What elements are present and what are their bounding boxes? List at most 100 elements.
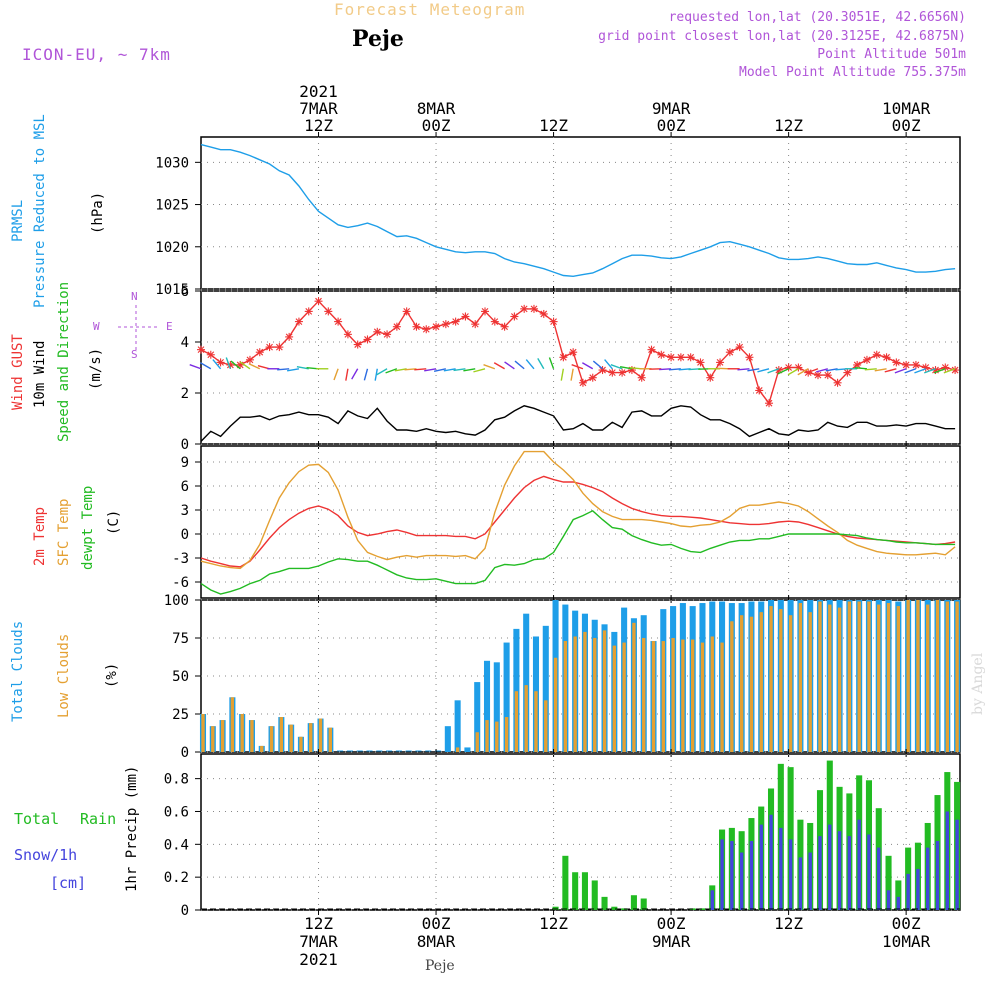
wind-arrow — [453, 368, 466, 372]
ytick-label: 50 — [172, 669, 189, 685]
bar-low-clouds — [877, 604, 881, 752]
gust-point — [657, 350, 666, 359]
bar-low-clouds — [220, 720, 225, 752]
wind-arrow — [463, 368, 476, 372]
ytick-label: 75 — [172, 631, 189, 647]
bar-total-clouds — [464, 747, 471, 752]
bar-low-clouds — [544, 700, 548, 752]
ytick-label: 25 — [172, 707, 189, 723]
gust-point — [490, 317, 499, 326]
gust-point — [500, 322, 509, 331]
bar-low-clouds — [230, 697, 235, 752]
wind-arrow — [277, 368, 290, 371]
bar-snow-1h — [945, 811, 949, 910]
bar-snow-1h — [877, 847, 881, 910]
gust-point — [676, 353, 685, 362]
wind-arrow — [864, 368, 877, 371]
gust-point — [843, 368, 852, 377]
bottom-time-label: 9MAR — [652, 932, 691, 951]
bar-low-clouds — [553, 657, 558, 752]
bar-low-clouds — [788, 615, 793, 752]
gust-point — [902, 360, 911, 369]
bar-snow-1h — [837, 831, 842, 910]
bar-total-rain — [787, 767, 794, 910]
gust-point — [451, 317, 460, 326]
bar-low-clouds — [328, 727, 332, 752]
wind-arrow — [333, 368, 339, 381]
panel-frame-1 — [200, 290, 961, 445]
top-time-label: 12Z — [304, 116, 333, 135]
bar-total-clouds — [513, 628, 520, 752]
bar-low-clouds — [632, 622, 636, 752]
bar-low-clouds — [495, 721, 499, 752]
wind-arrow — [414, 368, 427, 371]
bottom-time-label: 12Z — [539, 914, 568, 933]
chart-title: Forecast Meteogram — [334, 0, 526, 19]
wind-arrow — [424, 368, 437, 372]
gust-point — [529, 304, 538, 313]
bottom-time-label: 00Z — [657, 914, 686, 933]
gust-point — [294, 317, 303, 326]
bar-low-clouds — [211, 726, 215, 752]
bar-snow-1h — [818, 836, 822, 910]
wind-arrow — [659, 368, 672, 371]
series-line-10m-wind — [200, 405, 956, 442]
precip-label-cm: [cm] — [50, 874, 87, 892]
gust-point — [813, 371, 822, 380]
model-label: ICON-EU, ~ 7km — [22, 45, 171, 64]
wind-arrow — [777, 368, 789, 375]
bar-low-clouds — [808, 612, 812, 752]
gust-point — [637, 373, 646, 382]
bar-low-clouds — [593, 638, 597, 752]
compass-north-label: N — [131, 290, 138, 303]
bar-low-clouds — [759, 612, 763, 752]
ytick-label: 0.2 — [164, 870, 189, 886]
wind-arrow — [560, 368, 565, 381]
gust-point — [324, 307, 333, 316]
gust-point — [735, 343, 744, 352]
bar-snow-1h — [710, 890, 714, 910]
wind-arrow — [230, 360, 241, 370]
bar-low-clouds — [455, 747, 460, 752]
gust-point — [275, 343, 284, 352]
gust-point — [823, 371, 832, 380]
top-time-label: 12Z — [774, 116, 803, 135]
bar-low-clouds — [828, 604, 832, 752]
wind-arrow — [767, 368, 780, 374]
bar-snow-1h — [720, 839, 724, 910]
bar-low-clouds — [710, 636, 714, 752]
bottom-time-label: 7MAR — [299, 932, 338, 951]
wind-arrow — [668, 368, 681, 371]
gust-point — [471, 320, 480, 329]
ytick-label: -3 — [172, 551, 189, 567]
bar-low-clouds — [563, 641, 568, 752]
bar-low-clouds — [886, 603, 891, 752]
gust-point — [216, 358, 225, 367]
wind-arrow — [904, 368, 917, 374]
wind-arrow — [212, 359, 222, 370]
footer-location: Peje — [425, 958, 455, 974]
gust-point — [432, 322, 441, 331]
bar-low-clouds — [896, 606, 901, 752]
gust-point — [608, 368, 617, 377]
bar-low-clouds — [201, 714, 205, 752]
bar-total-rain — [591, 880, 598, 910]
location-title: Peje — [352, 26, 404, 52]
bar-low-clouds — [269, 726, 274, 752]
gust-point — [255, 348, 264, 357]
precip-label-total: Total — [14, 810, 60, 828]
gust-point — [569, 348, 578, 357]
gust-point — [481, 307, 490, 316]
wind-arrow — [525, 359, 535, 370]
top-time-label: 00Z — [657, 116, 686, 135]
wind-arrow — [351, 368, 359, 380]
bar-snow-1h — [867, 834, 871, 910]
bar-snow-1h — [896, 896, 901, 910]
wind-arrow — [493, 362, 505, 370]
ytick-label: 1025 — [155, 198, 189, 214]
bar-snow-1h — [935, 841, 940, 910]
bottom-time-label: 00Z — [892, 914, 921, 933]
wind-arrow — [537, 358, 545, 370]
wind-arrow — [225, 357, 232, 370]
